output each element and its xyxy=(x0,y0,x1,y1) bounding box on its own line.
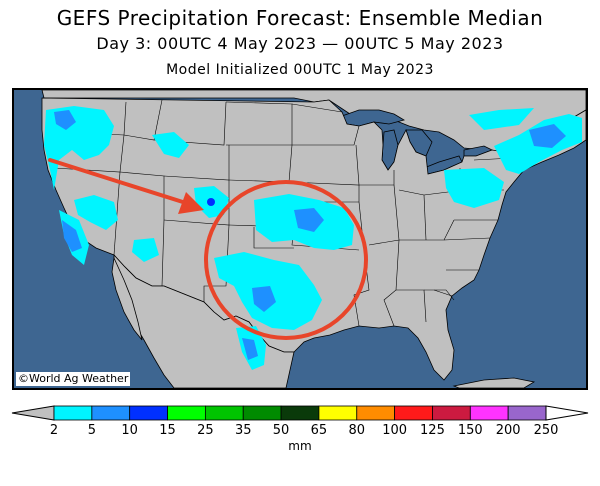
caribbean-islands xyxy=(452,377,536,388)
colorbar-tick-label: 10 xyxy=(121,423,138,438)
colorbar-segment xyxy=(53,405,93,421)
colorbar-tick-label: 35 xyxy=(234,423,252,438)
colorbar-segment xyxy=(91,405,131,421)
colorbar-segment xyxy=(318,405,358,421)
colorbar-tick-label: 150 xyxy=(457,423,483,438)
forecast-period: Day 3: 00UTC 4 May 2023 — 00UTC 5 May 20… xyxy=(96,34,504,53)
colorbar-over-triangle xyxy=(545,405,589,421)
precip-colorbar xyxy=(11,405,589,421)
baja-california xyxy=(111,256,143,341)
precip-10-15mm xyxy=(207,198,215,206)
colorbar-segment xyxy=(167,405,206,421)
colorbar-segment xyxy=(204,405,244,421)
colorbar-segment xyxy=(356,405,396,421)
copyright-label: ©World Ag Weather xyxy=(16,372,131,386)
red-arrow-annotation xyxy=(48,158,204,214)
colorbar-units: mm xyxy=(288,439,312,453)
colorbar-tick-label: 2 xyxy=(49,423,59,438)
map-canvas xyxy=(14,90,586,388)
map-title: GEFS Precipitation Forecast: Ensemble Me… xyxy=(56,6,544,30)
colorbar-tick-label: 5 xyxy=(87,423,96,438)
colorbar-segment xyxy=(469,405,509,421)
colorbar-segments xyxy=(11,405,589,421)
colorbar-tick-label: 200 xyxy=(495,423,521,438)
model-init-time: Model Initialized 00UTC 1 May 2023 xyxy=(166,62,434,78)
colorbar-tick-label: 100 xyxy=(382,423,408,438)
colorbar-tick-label: 15 xyxy=(159,423,176,438)
colorbar-segment xyxy=(280,405,320,421)
colorbar-segment xyxy=(432,405,471,421)
colorbar-tick-label: 50 xyxy=(272,423,290,438)
precipitation-map: ©World Ag Weather xyxy=(12,88,588,390)
colorbar-under-triangle xyxy=(11,405,55,421)
colorbar-segment xyxy=(507,405,547,421)
colorbar-tick-label: 65 xyxy=(310,423,328,438)
colorbar-segment xyxy=(129,405,168,421)
precip-5-10mm xyxy=(54,110,566,360)
red-circle-annotation xyxy=(204,180,368,340)
colorbar-tick-label: 125 xyxy=(420,423,445,438)
colorbar-tick-label: 250 xyxy=(533,423,559,438)
colorbar-tick-label: 80 xyxy=(348,423,366,438)
colorbar-tick-label: 25 xyxy=(197,423,214,438)
colorbar-segment xyxy=(242,405,282,421)
colorbar-segment xyxy=(394,405,433,421)
